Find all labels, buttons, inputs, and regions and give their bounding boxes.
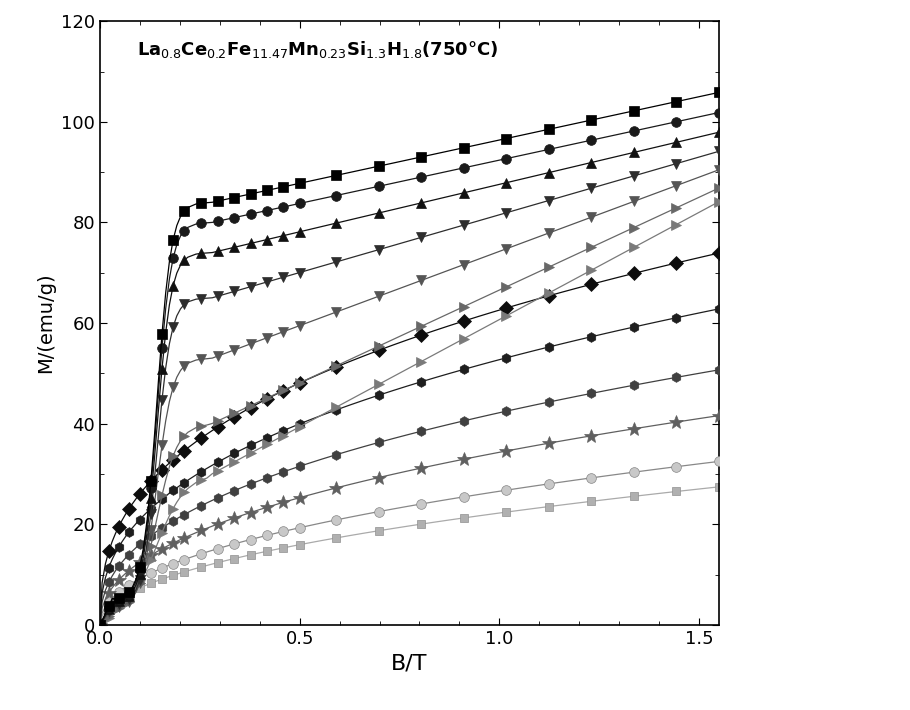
X-axis label: B/T: B/T [391,653,428,673]
Text: Δ=2K: Δ=2K [0,709,1,710]
Y-axis label: M/(emu/g): M/(emu/g) [36,273,56,373]
Text: La$_{0.8}$Ce$_{0.2}$Fe$_{11.47}$Mn$_{0.23}$Si$_{1.3}$H$_{1.8}$(750°C): La$_{0.8}$Ce$_{0.2}$Fe$_{11.47}$Mn$_{0.2… [137,40,499,60]
Text: 308K: 308K [0,709,1,710]
Text: 284K: 284K [0,709,1,710]
